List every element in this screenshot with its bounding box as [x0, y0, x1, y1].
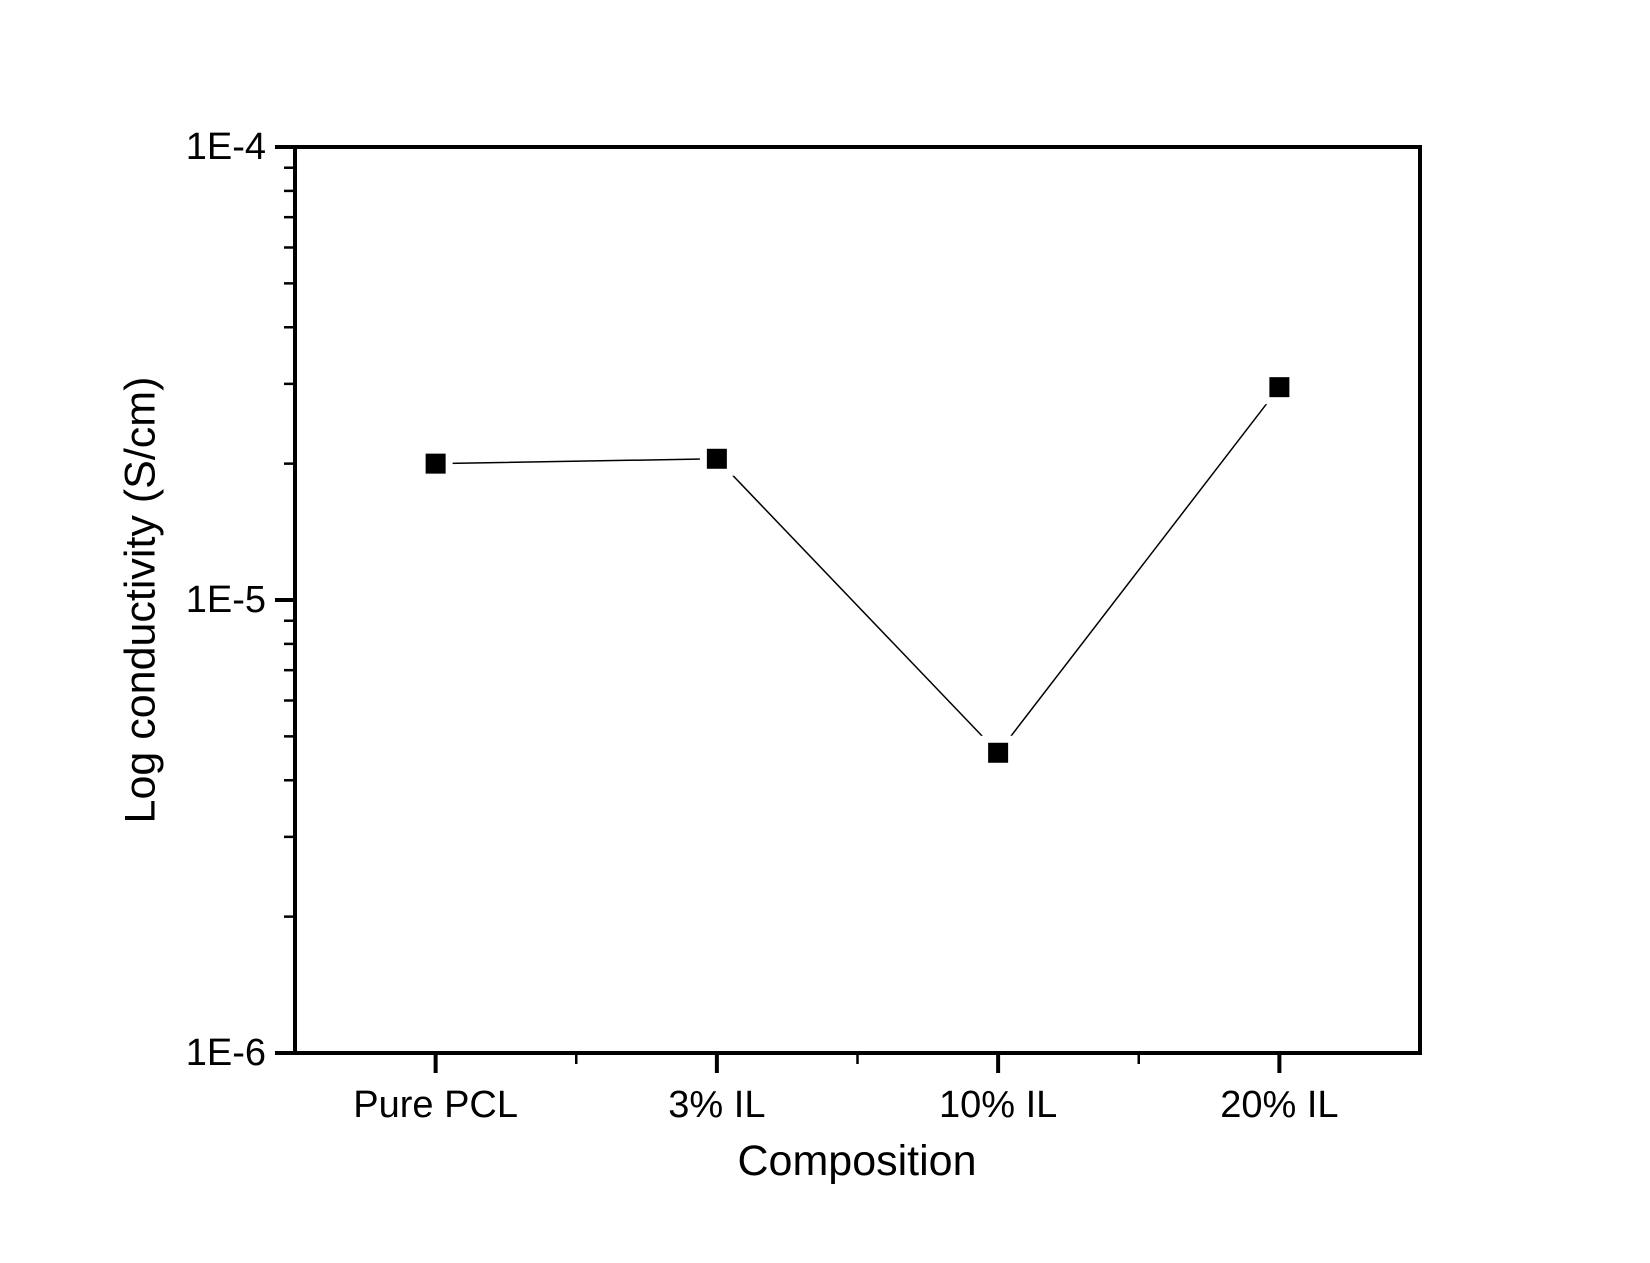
data-marker	[988, 742, 1009, 763]
x-tick-label: 3% IL	[668, 1084, 766, 1126]
series-line	[435, 386, 1280, 754]
x-tick-label: 20% IL	[1220, 1084, 1339, 1126]
plot-frame	[293, 145, 1422, 1055]
data-marker	[425, 453, 446, 474]
y-tick-label: 1E-5	[185, 579, 266, 621]
y-axis-title: Log conductivity (S/cm)	[116, 376, 165, 824]
x-tick-label: Pure PCL	[353, 1084, 518, 1126]
y-tick-label: 1E-6	[185, 1032, 266, 1074]
y-tick-label: 1E-4	[185, 126, 266, 168]
data-marker	[1269, 377, 1290, 398]
data-marker	[706, 448, 727, 469]
x-axis-title: Composition	[737, 1137, 977, 1185]
x-tick-label: 10% IL	[938, 1084, 1058, 1126]
